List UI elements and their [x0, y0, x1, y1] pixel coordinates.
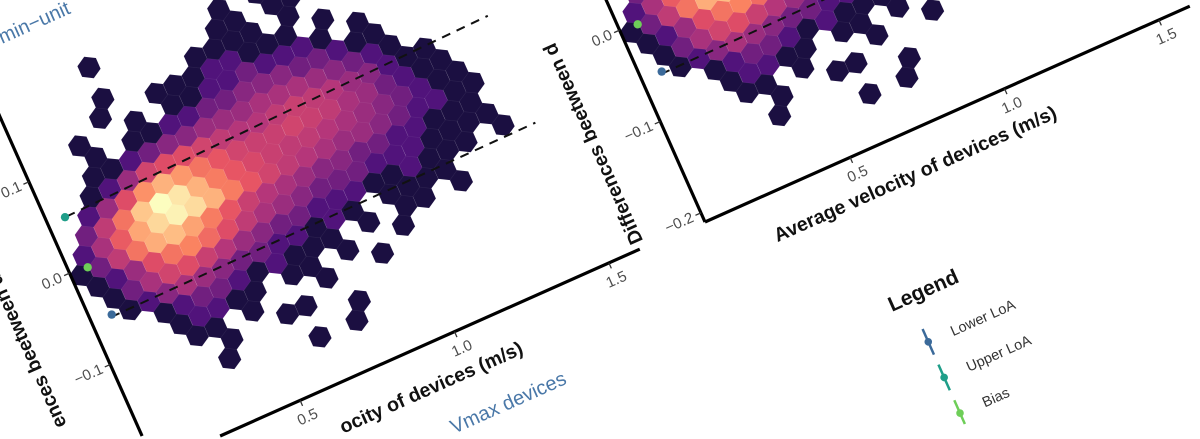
y-tick — [695, 212, 702, 216]
legend-item-bias: Bias — [953, 385, 1012, 425]
x-tick-label: 0.5 — [845, 162, 871, 186]
hexbin-cell — [247, 0, 264, 5]
legend-title: Legend — [885, 265, 963, 316]
y-tick — [63, 272, 70, 277]
legend-label: Bias — [980, 385, 1012, 411]
hexbin-cell — [897, 46, 922, 69]
x-tick — [608, 262, 612, 269]
hexbin-layer — [619, 0, 945, 127]
hexbin-cell — [920, 0, 945, 22]
hexbin-cell — [844, 51, 869, 74]
x-tick — [849, 157, 854, 164]
x-tick — [1003, 88, 1008, 95]
hexbin-cell — [661, 0, 682, 8]
x-tick-label: 1.0 — [999, 94, 1025, 118]
hexbin-cell — [77, 56, 101, 79]
legend-lower-loa-dot-icon — [924, 338, 933, 346]
y-tick-label: 0.1 — [0, 178, 24, 202]
lower-loa-line — [110, 121, 536, 318]
hexbin-cell — [280, 0, 301, 8]
y-tick-label: 0.0 — [39, 270, 65, 294]
x-tick — [453, 331, 458, 338]
hexbin-cell — [88, 107, 113, 130]
legend-label: Lower LoA — [948, 297, 1018, 340]
x-tick — [1158, 19, 1162, 26]
y-tick-label: −0.1 — [72, 361, 106, 389]
hexbin-cell — [857, 82, 882, 105]
x-tick-label: 1.5 — [603, 268, 629, 292]
hexbin-cell — [206, 0, 231, 21]
y-tick-label: −0.1 — [622, 118, 656, 146]
plot-panel-right: 0.51.01.5−0.2−0.10.00.1Average velocity … — [539, 0, 1191, 248]
legend-upper-loa-dot-icon — [940, 373, 948, 382]
hexbin-cell — [783, 0, 805, 9]
x-tick-label: 1.0 — [449, 337, 475, 361]
y-axis-title: ences beetween d — [0, 270, 71, 431]
hexbin-cell — [123, 110, 148, 133]
y-tick — [613, 29, 620, 34]
hexbin-cell — [750, 0, 768, 6]
hexbin-cell — [347, 289, 372, 312]
plot-panel-left: 0.5 1.0 1.5 −0.1 0.0 0.1 ocity of devices (m/s… — [0, 0, 641, 439]
bias-point — [633, 20, 642, 29]
y-tick — [654, 120, 661, 125]
hexbin-cell — [885, 0, 910, 19]
y-tick-label: −0.2 — [662, 209, 696, 237]
hexbin-cell — [370, 242, 395, 265]
upper-loa-line — [66, 14, 489, 218]
hexbin-cell — [294, 294, 319, 317]
x-tick — [299, 400, 304, 407]
lower-loa-point — [107, 310, 116, 319]
hexbin-cell — [391, 214, 416, 237]
hexbin-cell — [894, 66, 919, 89]
hexbin-cell — [345, 11, 370, 34]
hexbin-cell — [344, 309, 369, 332]
hexbin-cell — [183, 46, 208, 69]
hexbin-cell — [872, 0, 892, 7]
y-tick — [23, 181, 30, 185]
x-axis-title: ocity of devices (m/s) — [336, 338, 526, 439]
upper-loa-point — [60, 212, 70, 222]
x-axis-line — [704, 4, 1191, 224]
y-tick-label: 0.0 — [589, 27, 615, 51]
hexbin-cell — [716, 0, 731, 3]
hexbin-cell — [816, 0, 841, 12]
hexbin-cell — [90, 87, 115, 110]
x-tick-label: 1.5 — [1153, 25, 1179, 49]
hexbin-cell — [694, 0, 718, 11]
x-tick-label: 0.5 — [295, 405, 321, 429]
legend-bias-dot-icon — [956, 409, 964, 417]
y-axis-line — [604, 0, 707, 223]
hexbin-cell — [838, 0, 855, 4]
subtitle-top-left: min−unit — [0, 0, 74, 49]
hexbin-cell — [307, 325, 332, 348]
bias-point — [83, 263, 92, 272]
lower-loa-point — [657, 67, 666, 76]
hexbin-cell — [217, 347, 242, 370]
y-tick — [104, 363, 111, 368]
legend-item-upper-loa: Upper LoA — [937, 333, 1034, 391]
hexbin-cell — [144, 82, 169, 105]
legend: Legend Lower LoA Upper LoA Bias — [885, 265, 1034, 425]
x-axis-line — [219, 247, 641, 438]
legend-label: Upper LoA — [964, 333, 1034, 376]
hexbin-cell — [767, 104, 792, 127]
hexbin-layer — [67, 0, 516, 370]
hexbin-cell — [310, 8, 335, 31]
hexbin-cell — [628, 0, 645, 5]
y-axis-line — [0, 112, 144, 437]
hexbin-cell — [67, 135, 92, 158]
